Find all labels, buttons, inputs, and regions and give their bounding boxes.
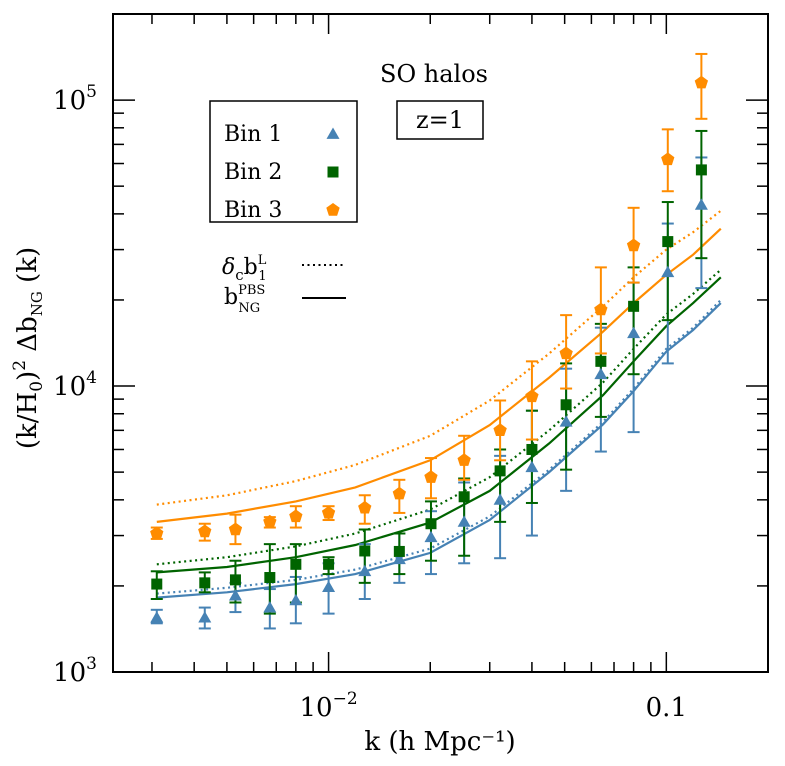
curve-bin-1-dotted <box>156 299 722 595</box>
point-bin-1 <box>493 493 507 505</box>
point-bin-1 <box>424 530 438 543</box>
point-bin-1 <box>559 415 573 427</box>
errorbar-bin-2 <box>695 129 708 260</box>
curve-bin-2-dotted <box>156 268 722 566</box>
point-bin-3 <box>321 505 336 519</box>
point-bin-1 <box>661 265 675 278</box>
y-tick-label: 104 <box>53 368 97 402</box>
legend-dotted-label: δcbL 1 <box>222 253 267 284</box>
legend-marker-bin-3 <box>326 203 340 216</box>
legend-marker-bin-1 <box>326 127 340 139</box>
point-bin-3 <box>424 470 438 483</box>
point-bin-2 <box>359 545 371 557</box>
legend-marker-bin-2 <box>327 166 339 178</box>
x-tick-label: 10−2 <box>299 689 357 723</box>
legend-label: Bin 3 <box>224 198 282 223</box>
point-bin-3 <box>150 526 164 540</box>
curve-bin-2-solid <box>156 276 722 574</box>
legend-solid-label: bPBS NG <box>224 283 265 316</box>
point-bin-1 <box>228 589 242 601</box>
point-bin-1 <box>525 460 539 473</box>
point-bin-2 <box>662 236 674 248</box>
point-bin-3 <box>457 453 471 466</box>
point-bin-2 <box>264 572 276 584</box>
data-points <box>150 75 708 623</box>
point-bin-3 <box>263 514 277 528</box>
point-bin-3 <box>198 524 212 538</box>
point-bin-1 <box>150 611 164 623</box>
point-bin-3 <box>559 346 573 360</box>
point-bin-2 <box>393 545 405 557</box>
y-axis-title: (k/H0)2 ΔbNG (k) <box>10 247 47 449</box>
point-bin-3 <box>493 423 507 436</box>
errorbar-bin-2 <box>661 201 674 322</box>
y-tick-label: 105 <box>53 82 97 116</box>
point-bin-2 <box>151 578 163 590</box>
point-bin-1 <box>457 515 471 527</box>
point-bin-2 <box>323 558 335 570</box>
errorbar-bin-2 <box>289 543 302 604</box>
point-bin-2 <box>595 355 607 367</box>
point-bin-2 <box>229 574 241 586</box>
x-tick-label: 0.1 <box>646 693 687 723</box>
point-bin-2 <box>560 399 572 411</box>
point-bin-2 <box>425 518 437 530</box>
point-bin-2 <box>695 164 707 176</box>
x-axis-title: k (h Mpc⁻¹) <box>364 727 515 757</box>
point-bin-3 <box>661 152 675 166</box>
point-bin-3 <box>525 389 539 403</box>
annotation-redshift: z=1 <box>416 106 464 134</box>
point-bin-1 <box>627 326 641 339</box>
point-bin-1 <box>322 580 336 593</box>
point-bin-3 <box>594 302 608 316</box>
point-bin-1 <box>594 367 608 380</box>
point-bin-3 <box>358 500 372 514</box>
point-bin-3 <box>228 522 243 536</box>
legend-label: Bin 2 <box>224 160 282 185</box>
point-bin-3 <box>392 486 406 500</box>
point-bin-3 <box>289 509 303 523</box>
point-bin-1 <box>198 611 212 623</box>
point-bin-1 <box>694 198 708 210</box>
tick-labels: 10−2 0.1 103 104 105 <box>53 82 687 723</box>
legend-label: Bin 1 <box>224 122 282 147</box>
curve-bin-1-solid <box>156 302 722 599</box>
redshift-box <box>396 100 484 140</box>
point-bin-3 <box>626 238 641 252</box>
point-bin-2 <box>290 558 302 570</box>
y-tick-label: 103 <box>53 654 97 688</box>
point-bin-2 <box>628 300 640 312</box>
point-bin-1 <box>358 564 372 577</box>
point-bin-3 <box>694 75 708 89</box>
point-bin-2 <box>199 577 211 589</box>
point-bin-1 <box>392 552 406 565</box>
point-bin-2 <box>458 491 470 503</box>
point-bin-1 <box>289 593 303 606</box>
point-bin-1 <box>263 601 277 613</box>
plot-frame <box>112 13 769 673</box>
legend-box <box>209 100 358 223</box>
point-bin-2 <box>494 465 506 477</box>
point-bin-2 <box>526 443 538 455</box>
annotation-title: SO halos <box>380 60 488 88</box>
